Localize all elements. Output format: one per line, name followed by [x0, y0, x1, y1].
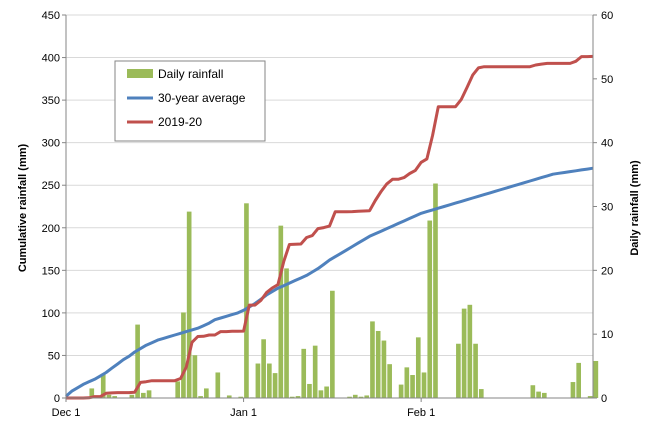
daily-rainfall-bar — [215, 372, 221, 398]
daily-rainfall-bar — [278, 225, 284, 398]
daily-rainfall-bar — [398, 384, 404, 398]
y-left-tick-label: 150 — [42, 265, 60, 277]
y-left-tick-label: 300 — [42, 138, 60, 150]
legend-label-daily-rainfall: Daily rainfall — [158, 67, 223, 81]
daily-rainfall-bar — [358, 396, 364, 398]
daily-rainfall-bar — [244, 203, 249, 398]
daily-rainfall-bar — [198, 396, 203, 398]
daily-rainfall-bar — [541, 392, 547, 398]
x-tick-label: Dec 1 — [52, 407, 81, 419]
x-tick-label: Feb 1 — [407, 407, 435, 419]
daily-rainfall-bar — [461, 308, 467, 398]
daily-rainfall-bar — [135, 324, 140, 398]
x-tick-label: Jan 1 — [230, 407, 257, 419]
y-axis-right-title: Daily rainfall (mm) — [629, 160, 641, 256]
daily-rainfall-bar — [318, 390, 324, 398]
daily-rainfall-bar — [175, 381, 181, 398]
daily-rainfall-bar — [330, 290, 335, 398]
daily-rainfall-bar — [473, 343, 478, 398]
daily-rainfall-bar — [370, 321, 375, 398]
daily-rainfall-bar — [295, 396, 301, 398]
daily-rainfall-bar — [129, 394, 135, 398]
cumulative-lines — [64, 54, 594, 400]
daily-rainfall-bar — [536, 391, 541, 398]
daily-rainfall-bar — [427, 220, 433, 398]
legend-label-2019-20: 2019-20 — [158, 115, 202, 129]
daily-rainfall-bar — [255, 363, 261, 398]
daily-rainfall-bar — [587, 396, 593, 398]
y-right-tick-label: 10 — [601, 329, 613, 341]
y-right-tick-label: 40 — [601, 138, 613, 150]
daily-rainfall-bar — [192, 355, 198, 398]
y-axis-left-title: Cumulative rainfall (mm) — [17, 143, 29, 272]
y-left-tick-label: 100 — [42, 308, 60, 320]
daily-rainfall-bar — [467, 304, 473, 398]
daily-rainfall-bar — [89, 388, 95, 398]
legend-swatch-daily-rainfall — [127, 69, 153, 78]
series-2019-20-line — [66, 54, 594, 400]
daily-rainfall-bar — [272, 373, 278, 398]
y-right-tick-label: 30 — [601, 202, 613, 214]
daily-rainfall-bar — [204, 388, 209, 398]
daily-rainfall-bar — [352, 394, 358, 398]
daily-rainfall-bar — [570, 382, 576, 398]
daily-rainfall-bar — [261, 339, 266, 398]
daily-rainfall-bar — [324, 386, 329, 398]
daily-rainfall-bar — [226, 395, 232, 398]
y-left-tick-label: 450 — [42, 10, 60, 22]
daily-rainfall-bar — [312, 345, 318, 398]
daily-rainfall-bar — [530, 385, 536, 398]
daily-rainfall-bar — [186, 211, 192, 398]
y-left-tick-label: 0 — [54, 393, 60, 405]
y-right-tick-label: 20 — [601, 265, 613, 277]
daily-rainfall-bar — [478, 389, 484, 398]
daily-rainfall-bar — [347, 396, 352, 398]
y-left-tick-label: 250 — [42, 180, 60, 192]
daily-rainfall-bar — [106, 394, 112, 398]
y-right-tick-label: 60 — [601, 10, 613, 22]
daily-rainfall-bar — [112, 396, 118, 398]
y-left-tick-label: 200 — [42, 223, 60, 235]
daily-rainfall-bars — [83, 183, 599, 398]
daily-rainfall-bar — [456, 343, 461, 398]
series-30-year-average-line — [64, 166, 594, 398]
daily-rainfall-bar — [307, 383, 312, 398]
daily-rainfall-bar — [100, 373, 106, 398]
daily-rainfall-bar — [301, 348, 307, 398]
tick-labels: 0 50 100 150 200 250 300 350 400 450 0 10 20 30 40 50 60… — [42, 10, 614, 419]
daily-rainfall-bar — [404, 367, 410, 398]
daily-rainfall-bar — [387, 364, 392, 398]
daily-rainfall-bar — [410, 375, 415, 398]
daily-rainfall-bar — [141, 392, 146, 398]
daily-rainfall-bar — [576, 362, 582, 398]
y-right-tick-label: 50 — [601, 74, 613, 86]
daily-rainfall-bar — [381, 340, 387, 398]
daily-rainfall-bar — [375, 330, 381, 398]
daily-rainfall-bar — [593, 360, 599, 398]
daily-rainfall-bar — [284, 268, 289, 398]
daily-rainfall-bar — [267, 363, 272, 398]
daily-rainfall-bar — [289, 396, 295, 398]
y-left-tick-label: 400 — [42, 53, 60, 65]
daily-rainfall-bar — [146, 390, 152, 398]
y-left-tick-label: 350 — [42, 95, 60, 107]
daily-rainfall-bar — [421, 372, 427, 398]
daily-rainfall-bar — [181, 312, 186, 398]
y-right-tick-label: 0 — [601, 393, 607, 405]
daily-rainfall-bar — [364, 395, 370, 398]
daily-rainfall-bar — [415, 337, 421, 398]
axes — [62, 14, 597, 402]
legend: Daily rainfall 30-year average 2019-20 — [114, 60, 266, 142]
daily-rainfall-bar — [433, 183, 438, 398]
daily-rainfall-bar — [238, 396, 244, 398]
legend-label-30-year-average: 30-year average — [158, 91, 246, 105]
y-left-tick-label: 50 — [48, 350, 60, 362]
